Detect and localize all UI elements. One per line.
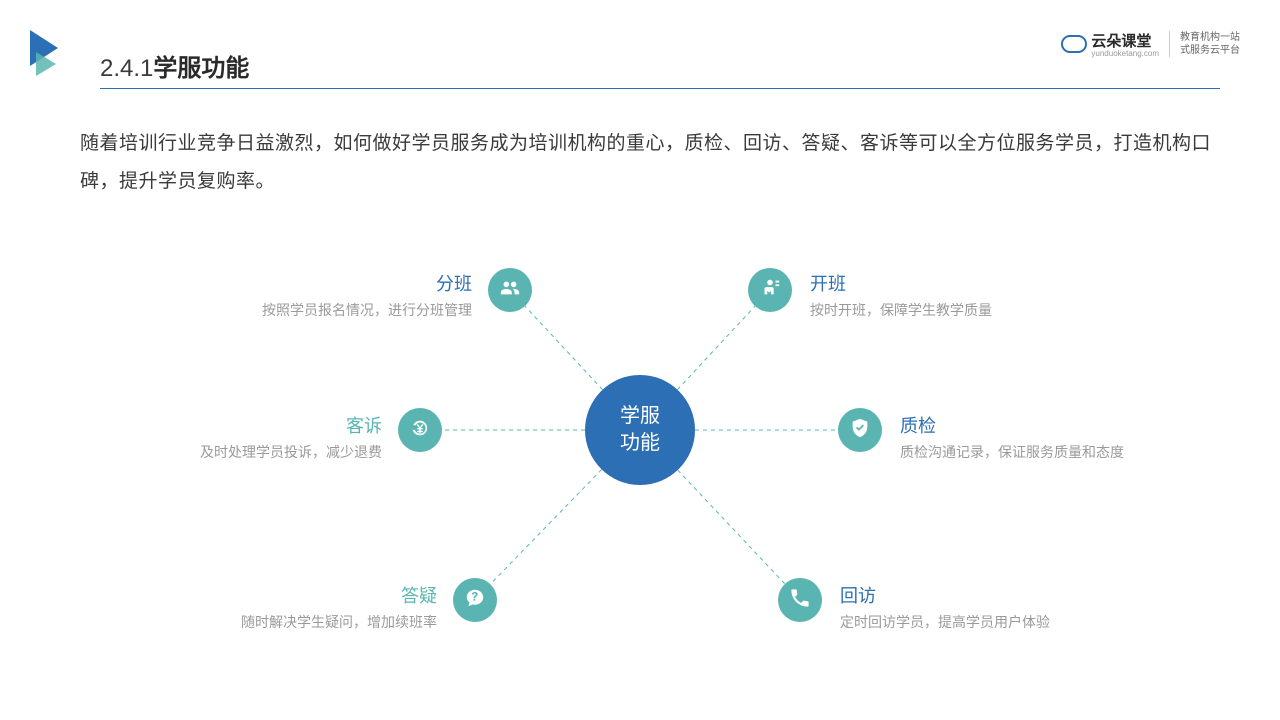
node-dayi-title: 答疑 <box>401 582 437 608</box>
center-node: 学服功能 <box>585 375 695 485</box>
brand-block: 云朵课堂 yunduoketang.com 教育机构一站 式服务云平台 <box>1061 30 1240 58</box>
brand-tagline: 教育机构一站 式服务云平台 <box>1180 31 1240 57</box>
section-number: 2.4.1 <box>100 55 153 82</box>
center-label-2: 功能 <box>620 430 660 457</box>
node-huifang-desc: 定时回访学员，提高学员用户体验 <box>840 612 1050 632</box>
node-kaiban-desc: 按时开班，保障学生教学质量 <box>810 300 992 320</box>
node-huifang-title: 回访 <box>840 582 876 608</box>
brand-domain: yunduoketang.com <box>1091 49 1159 58</box>
node-kaiban <box>748 268 792 312</box>
yen-refresh-icon <box>409 417 431 444</box>
node-zhijian <box>838 408 882 452</box>
brand-logo: 云朵课堂 yunduoketang.com <box>1061 30 1159 58</box>
slide-logo-mark <box>30 30 70 70</box>
page-title: 2.4.1学服功能 <box>100 48 249 83</box>
phone-icon <box>789 587 811 614</box>
chat-question-icon <box>464 587 486 614</box>
brand-tag-l2: 式服务云平台 <box>1180 44 1240 57</box>
node-fenban <box>488 268 532 312</box>
title-underline <box>100 88 1220 89</box>
node-fenban-desc: 按照学员报名情况，进行分班管理 <box>262 300 472 320</box>
brand-name: 云朵课堂 <box>1091 33 1151 50</box>
node-zhijian-title: 质检 <box>900 412 936 438</box>
node-kaiban-title: 开班 <box>810 270 846 296</box>
node-zhijian-desc: 质检沟通记录，保证服务质量和态度 <box>900 442 1124 462</box>
service-diagram: 学服功能 分班按照学员报名情况，进行分班管理 开班按时开班，保障学生教学质量客诉及时… <box>0 230 1280 710</box>
slide-header: 2.4.1学服功能 <box>100 48 1220 83</box>
shield-check-icon <box>849 417 871 444</box>
intro-paragraph: 随着培训行业竞争日益激烈，如何做好学员服务成为培训机构的重心，质检、回访、答疑、… <box>80 125 1220 201</box>
node-dayi <box>453 578 497 622</box>
brand-tag-l1: 教育机构一站 <box>1180 31 1240 44</box>
node-huifang <box>778 578 822 622</box>
node-dayi-desc: 随时解决学生疑问，增加续班率 <box>241 612 437 632</box>
node-kesu-desc: 及时处理学员投诉，减少退费 <box>200 442 382 462</box>
node-kesu-title: 客诉 <box>346 412 382 438</box>
teacher-icon <box>759 277 781 304</box>
cloud-icon <box>1061 35 1087 53</box>
section-title: 学服功能 <box>153 55 249 82</box>
node-fenban-title: 分班 <box>436 270 472 296</box>
center-label-1: 学服 <box>620 403 660 430</box>
brand-divider <box>1169 31 1170 57</box>
group-icon <box>499 277 521 304</box>
node-kesu <box>398 408 442 452</box>
